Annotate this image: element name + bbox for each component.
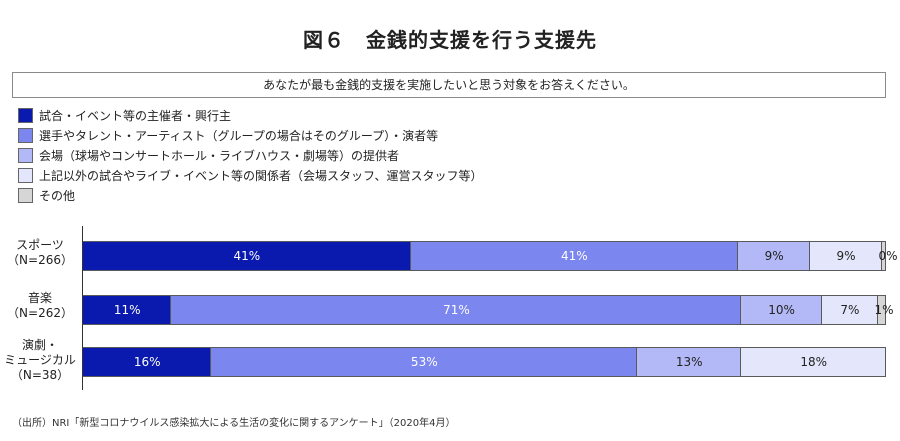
bar-segment bbox=[741, 347, 886, 377]
bar-segment bbox=[877, 295, 886, 325]
data-label: 10% bbox=[768, 303, 795, 317]
legend-item: その他 bbox=[18, 185, 483, 205]
data-label: 71% bbox=[443, 303, 470, 317]
data-label: 53% bbox=[410, 355, 438, 369]
legend-item: 試合・イベント等の主催者・興行主 bbox=[18, 105, 483, 125]
bar-segment bbox=[882, 241, 886, 271]
category-label: 音楽 （N=262） bbox=[7, 291, 73, 320]
legend: 試合・イベント等の主催者・興行主選手やタレント・アーティスト（グループの場合はそ… bbox=[18, 105, 483, 205]
legend-item: 上記以外の試合やライブ・イベント等の関係者（会場スタッフ、運営スタッフ等） bbox=[18, 165, 483, 185]
legend-swatch bbox=[18, 187, 33, 203]
data-label: 0% bbox=[878, 249, 898, 263]
data-label: 13% bbox=[675, 355, 703, 369]
legend-label: 上記以外の試合やライブ・イベント等の関係者（会場スタッフ、運営スタッフ等） bbox=[39, 168, 483, 183]
data-label: 1% bbox=[874, 303, 894, 317]
legend-swatch bbox=[18, 167, 33, 183]
legend-label: その他 bbox=[39, 188, 76, 203]
bar-segment bbox=[83, 295, 172, 325]
data-label: 18% bbox=[800, 355, 828, 369]
bar-segment bbox=[741, 295, 822, 325]
legend-item: 選手やタレント・アーティスト（グループの場合はそのグループ）・演者等 bbox=[18, 125, 483, 145]
chart-title: 図６ 金銭的支援を行う支援先 bbox=[303, 28, 597, 52]
bar-segment bbox=[83, 347, 212, 377]
bar-segment bbox=[83, 241, 411, 271]
source-note: （出所）NRI「新型コロナウイルス感染拡大による生活の変化に関するアンケート」（… bbox=[12, 418, 456, 429]
survey-question: あなたが最も金銭的支援を実施したいと思う対象をお答えください。 bbox=[12, 72, 886, 98]
legend-swatch bbox=[18, 147, 33, 163]
data-label: 41% bbox=[233, 249, 261, 263]
bar-segment bbox=[810, 241, 882, 271]
data-label: 9% bbox=[764, 249, 784, 263]
category-label: 演劇・ ミュージカル （N=38） bbox=[4, 338, 76, 382]
legend-item: 会場（球場やコンサートホール・ライブハウス・劇場等）の提供者 bbox=[18, 145, 483, 165]
category-label: スポーツ （N=266） bbox=[7, 238, 73, 267]
bar-segment bbox=[410, 241, 739, 271]
bar-segment bbox=[738, 241, 811, 271]
category-axis-line bbox=[82, 226, 83, 390]
data-label: 7% bbox=[840, 303, 860, 317]
legend-label: 選手やタレント・アーティスト（グループの場合はそのグループ）・演者等 bbox=[39, 128, 439, 143]
legend-swatch bbox=[18, 107, 33, 123]
data-label: 11% bbox=[113, 303, 141, 317]
bar-segment bbox=[171, 295, 742, 325]
data-label: 41% bbox=[561, 249, 588, 263]
legend-label: 会場（球場やコンサートホール・ライブハウス・劇場等）の提供者 bbox=[39, 148, 400, 163]
legend-swatch bbox=[18, 127, 33, 143]
legend-label: 試合・イベント等の主催者・興行主 bbox=[39, 108, 232, 123]
bar-segment bbox=[211, 347, 638, 377]
bar-segment bbox=[821, 295, 878, 325]
data-label: 16% bbox=[133, 355, 161, 369]
bar-segment bbox=[637, 347, 742, 377]
data-label: 9% bbox=[836, 249, 856, 263]
